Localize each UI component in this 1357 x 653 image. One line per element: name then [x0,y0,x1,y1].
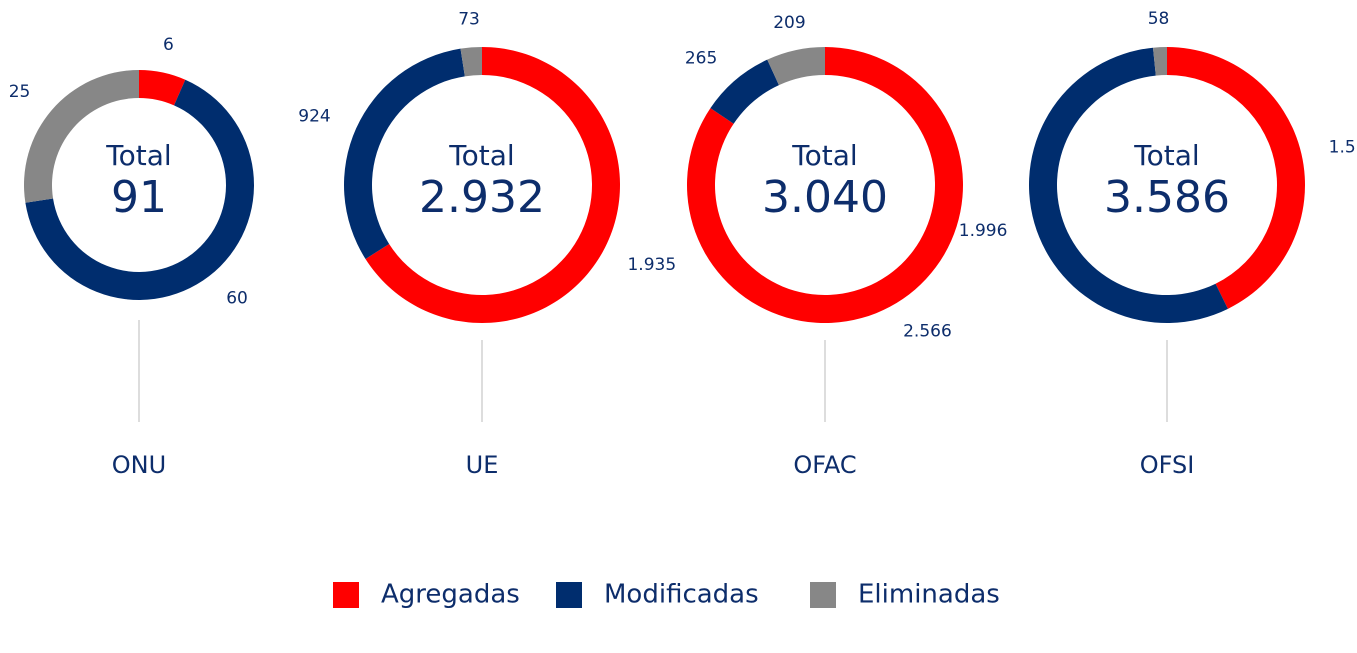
legend-swatch [556,582,582,608]
donut-segment [139,70,186,106]
chart-title: OFAC [793,451,856,479]
value-label: 265 [685,49,717,69]
value-label: 60 [226,288,248,308]
center-caption: Total [1133,139,1199,172]
center-caption: Total [791,139,857,172]
donut-segment [344,48,465,259]
donut-segment [460,47,482,77]
center-total: 3.586 [1104,172,1230,223]
center-total: 2.932 [419,172,545,223]
donut-segment [1028,47,1228,324]
center-caption: Total [448,139,514,172]
donut-segment [23,70,139,203]
chart-title: OFSI [1140,451,1195,479]
donut-segment [710,59,779,124]
value-label: 1.935 [627,255,676,275]
chart-title: UE [466,451,499,479]
donut-segment [767,47,825,86]
value-label: 924 [298,107,330,127]
value-label: 6 [163,35,174,55]
value-label: 209 [773,13,805,33]
legend-label: Modificadas [604,580,759,610]
value-label: 1.532 [1329,137,1357,157]
value-label: 58 [1148,9,1170,29]
center-total: 3.040 [762,172,888,223]
center-total: 91 [111,172,167,223]
donut-segment [1153,47,1167,76]
legend-swatch [810,582,836,608]
legend-label: Agregadas [381,580,520,610]
center-caption: Total [105,139,171,172]
value-label: 73 [458,10,480,30]
value-label: 1.996 [959,221,1008,241]
value-label: 2.566 [903,321,952,341]
chart-title: ONU [112,451,166,479]
legend-label: Eliminadas [858,580,1000,610]
donut-segment [1167,47,1305,309]
value-label: 25 [9,82,31,102]
legend-swatch [333,582,359,608]
